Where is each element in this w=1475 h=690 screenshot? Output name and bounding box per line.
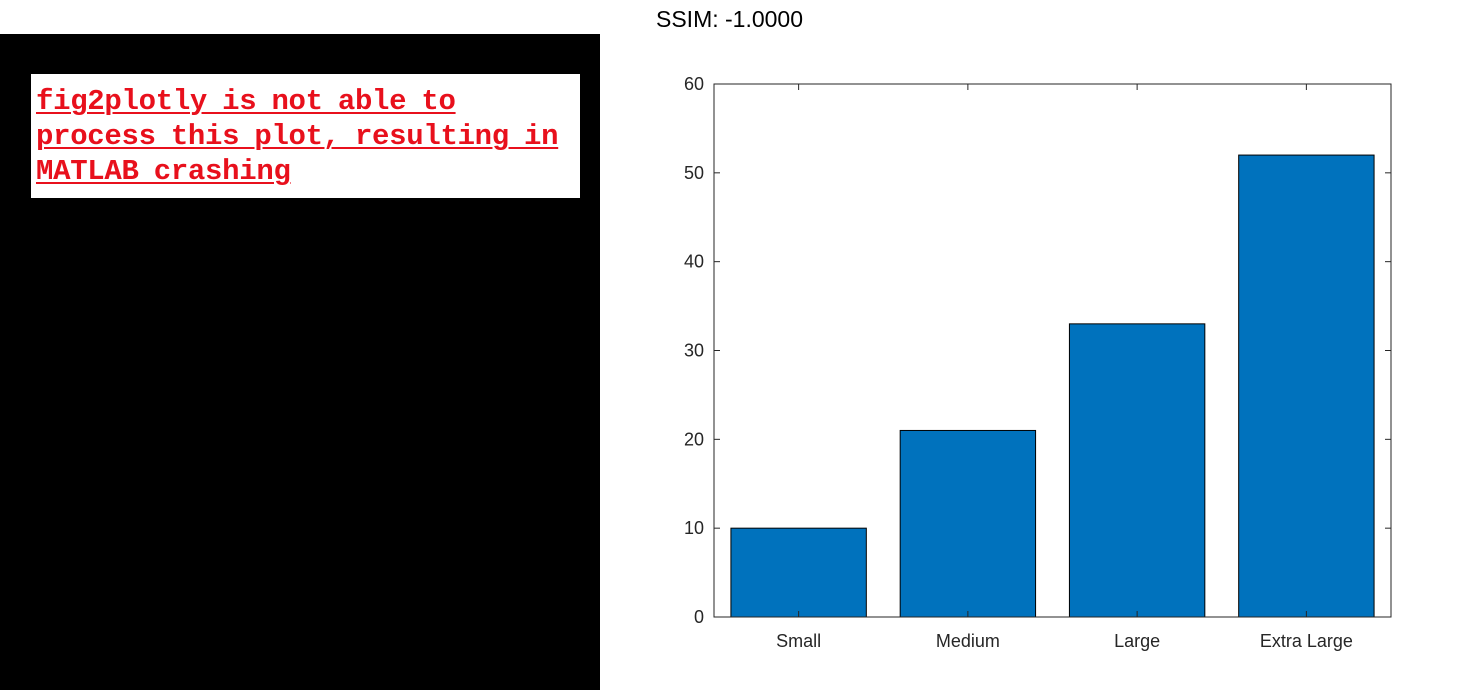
y-tick-label: 20 (684, 429, 704, 449)
bar-extra-large (1238, 154, 1375, 618)
x-tick-label: Medium (936, 631, 1000, 651)
y-tick-label: 30 (684, 341, 704, 361)
error-message: fig2plotly is not able to process this p… (36, 85, 559, 188)
bar-small (730, 527, 867, 618)
error-panel: fig2plotly is not able to process this p… (0, 34, 600, 690)
y-tick-label: 50 (684, 163, 704, 183)
x-tick-label: Extra Large (1260, 631, 1353, 651)
bar-large (1068, 323, 1206, 618)
y-tick-label: 40 (684, 252, 704, 272)
bar-medium (899, 429, 1037, 618)
y-tick-label: 0 (694, 607, 704, 627)
error-message-box: fig2plotly is not able to process this p… (31, 74, 580, 198)
x-tick-label: Large (1114, 631, 1160, 651)
x-tick-label: Small (776, 631, 821, 651)
ssim-title: SSIM: -1.0000 (656, 6, 804, 32)
y-tick-label: 60 (684, 74, 704, 94)
y-tick-label: 10 (684, 518, 704, 538)
